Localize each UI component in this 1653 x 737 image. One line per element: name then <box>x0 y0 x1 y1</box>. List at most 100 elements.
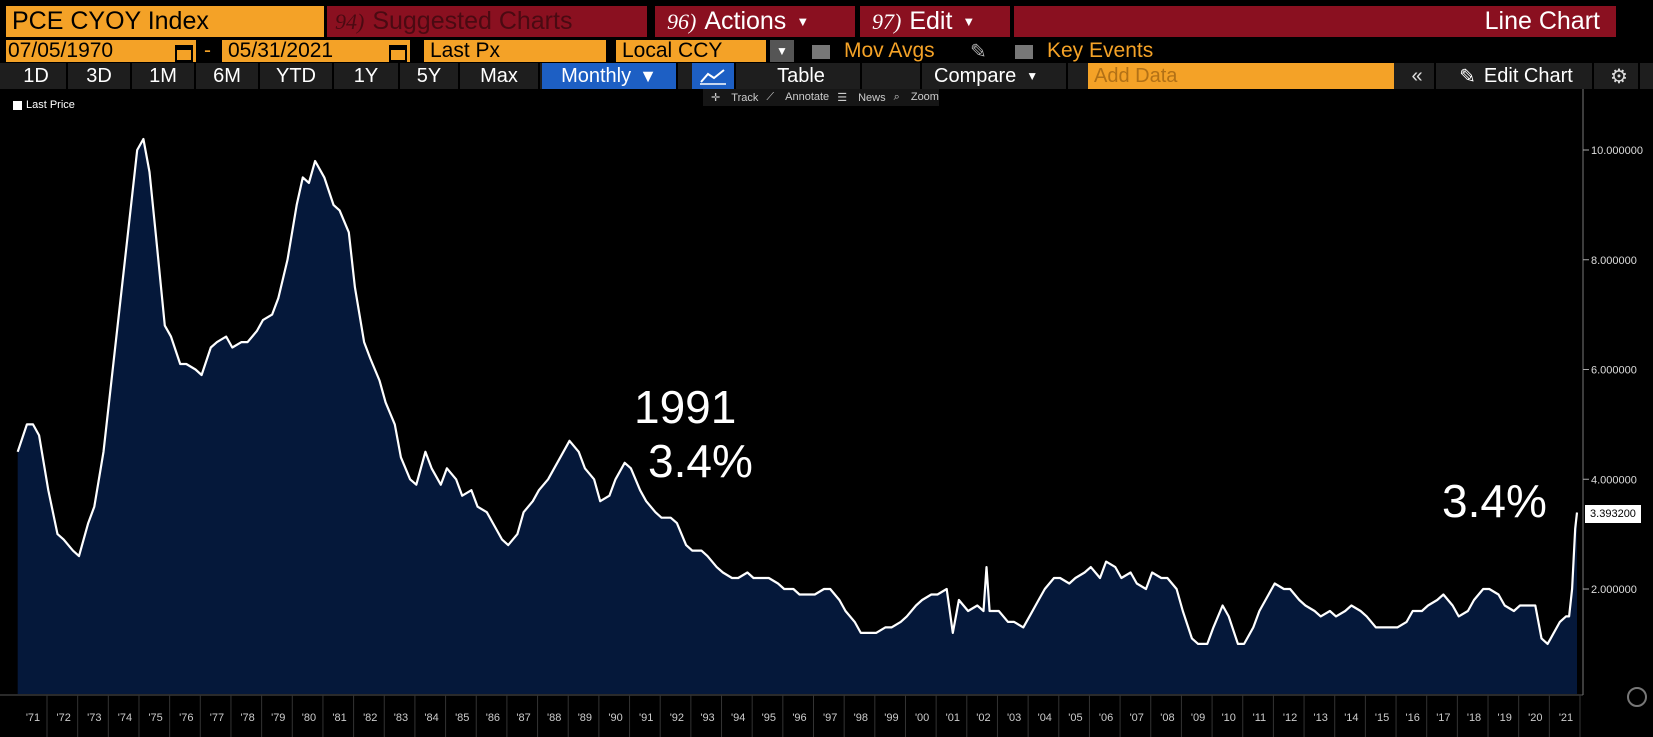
x-tick-label: '11 <box>1253 712 1267 724</box>
chart-tools-strip: ✛ Track ⟋ Annotate ☰ News ⌕ Zoom <box>703 89 939 106</box>
currency-selector[interactable]: Local CCY <box>616 39 766 62</box>
edit-chart-button[interactable]: ✎ Edit Chart <box>1440 63 1594 89</box>
mov-avgs-checkbox[interactable] <box>812 45 830 59</box>
x-tick-label: '19 <box>1498 712 1512 724</box>
ticker-field[interactable]: PCE CYOY Index <box>6 6 324 37</box>
calendar-icon[interactable] <box>175 45 193 62</box>
x-tick-label: '02 <box>976 712 990 724</box>
toolbar: 1D 3D 1M 6M YTD 1Y 5Y Max Monthly ▼ Tabl… <box>0 63 1653 89</box>
field-selector[interactable]: Last Px <box>424 39 606 62</box>
key-events-checkbox[interactable] <box>1015 45 1033 59</box>
compare-menu[interactable]: Compare ▼ <box>922 63 1068 89</box>
range-label: Max <box>480 64 518 87</box>
range-1y-button[interactable]: 1Y <box>334 63 400 89</box>
x-tick-label: '83 <box>394 712 408 724</box>
chart-corner-icon[interactable] <box>1627 687 1647 707</box>
annotation-year: 1991 <box>634 381 737 433</box>
chart-area[interactable]: '71 '72 '73 '74 '75 '76 '77 '78 '79 '80 '81 '82 '83 '… <box>0 89 1653 737</box>
calendar-icon[interactable] <box>389 45 407 62</box>
table-view-button[interactable]: Table <box>742 63 862 89</box>
chart-type-text: Line Chart <box>1484 7 1600 35</box>
settings-button[interactable]: ⚙ <box>1600 63 1640 89</box>
start-date-text: 07/05/1970 <box>8 39 114 62</box>
range-1d-button[interactable]: 1D <box>6 63 68 89</box>
period-selector[interactable]: Monthly ▼ <box>542 63 678 89</box>
zoom-tool[interactable]: ⌕ Zoom <box>893 91 939 103</box>
annotate-tool[interactable]: ⟋ Annotate <box>766 91 830 103</box>
pencil-icon[interactable]: ✎ <box>970 40 987 63</box>
period-label: Monthly <box>561 64 632 87</box>
x-tick-label: '79 <box>271 712 285 724</box>
last-price-tag: 3.393200 <box>1585 505 1641 523</box>
chart-legend: Last Price <box>13 99 75 111</box>
legend-swatch <box>13 100 22 110</box>
table-label: Table <box>777 64 825 87</box>
caret-down-icon: ▼ <box>796 14 810 29</box>
x-tick-label: '00 <box>915 712 929 724</box>
field-text: Last Px <box>430 39 501 62</box>
x-tick-label: '91 <box>639 712 653 724</box>
news-tool[interactable]: ☰ News <box>837 92 886 104</box>
x-tick-label: '20 <box>1528 712 1542 724</box>
x-tick-label: '73 <box>87 712 101 724</box>
end-date-input[interactable]: 05/31/2021 <box>222 39 384 62</box>
actions-menu[interactable]: 96) Actions ▼ <box>655 6 855 37</box>
x-tick-label: '74 <box>118 712 132 724</box>
range-label: 3D <box>86 64 112 87</box>
caret-down-icon: ▼ <box>776 44 788 58</box>
y-tick-label: 10.000000 <box>1591 145 1643 157</box>
start-date-input[interactable]: 07/05/1970 <box>6 39 168 62</box>
x-tick-label: '89 <box>578 712 592 724</box>
x-tick-label: '81 <box>332 712 346 724</box>
range-max-button[interactable]: Max <box>460 63 540 89</box>
caret-down-icon: ▼ <box>1026 69 1039 83</box>
line-chart-view-button[interactable] <box>692 63 736 89</box>
y-tick-label: 6.000000 <box>1591 365 1637 377</box>
suggest-menu-label: Suggested Charts <box>372 7 573 35</box>
annotation-2021-value: 3.4% <box>1442 475 1547 527</box>
key-events-text: Key Events <box>1047 39 1154 62</box>
x-tick-label: '04 <box>1038 712 1052 724</box>
edit-menu[interactable]: 97) Edit ▼ <box>860 6 1010 37</box>
x-tick-label: '16 <box>1406 712 1420 724</box>
collapse-button[interactable]: « <box>1400 63 1436 89</box>
x-tick-label: '03 <box>1007 712 1021 724</box>
x-tick-label: '10 <box>1222 712 1236 724</box>
x-tick-label: '78 <box>240 712 254 724</box>
range-6m-button[interactable]: 6M <box>196 63 260 89</box>
currency-dropdown-button[interactable]: ▼ <box>770 40 794 62</box>
pencil-icon: ✎ <box>1459 65 1476 88</box>
x-tick-label: '80 <box>302 712 316 724</box>
caret-down-icon: ▼ <box>639 65 657 86</box>
x-tick-label: '96 <box>792 712 806 724</box>
x-tick-label: '87 <box>516 712 530 724</box>
range-1m-button[interactable]: 1M <box>132 63 196 89</box>
toolbar-spacer <box>862 63 922 89</box>
add-data-input[interactable]: Add Data <box>1088 63 1394 89</box>
x-tick-label: '85 <box>455 712 469 724</box>
annotate-label: Annotate <box>785 91 830 103</box>
x-tick-label: '72 <box>56 712 70 724</box>
x-tick-label: '14 <box>1344 712 1358 724</box>
line-chart[interactable]: '71 '72 '73 '74 '75 '76 '77 '78 '79 '80 '81 '82 '83 '… <box>0 89 1653 737</box>
chart-type-label: Line Chart <box>1014 6 1616 37</box>
range-ytd-button[interactable]: YTD <box>260 63 334 89</box>
range-label: 6M <box>213 64 241 87</box>
suggest-menu-number: 94) <box>335 8 365 34</box>
annotation-1991-value: 3.4% <box>648 435 753 487</box>
x-tick-label: '98 <box>854 712 868 724</box>
caret-down-icon: ▼ <box>962 14 976 29</box>
x-tick-label: '12 <box>1283 712 1297 724</box>
range-3d-button[interactable]: 3D <box>68 63 132 89</box>
track-tool[interactable]: ✛ Track <box>711 92 759 104</box>
line-chart-icon <box>700 69 726 85</box>
x-tick-label: '01 <box>946 712 960 724</box>
series-line <box>16 137 1579 645</box>
mov-avgs-label: Mov Avgs <box>844 39 935 62</box>
x-tick-label: '21 <box>1559 712 1573 724</box>
settings-bar: 07/05/1970 - 05/31/2021 Last Px Local CC… <box>0 38 1653 64</box>
x-tick-label: '77 <box>210 712 224 724</box>
range-5y-button[interactable]: 5Y <box>400 63 460 89</box>
zoom-label: Zoom <box>910 91 939 103</box>
suggested-charts-menu[interactable]: 94) Suggested Charts <box>327 6 647 37</box>
